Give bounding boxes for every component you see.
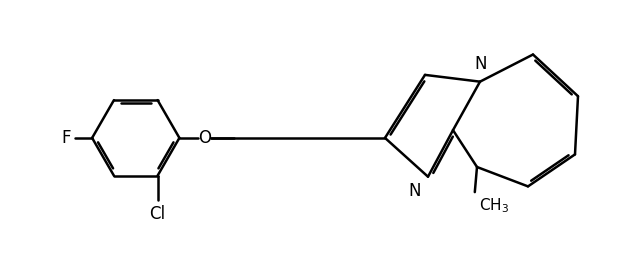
Text: CH$_3$: CH$_3$ — [479, 196, 509, 215]
Text: F: F — [61, 129, 71, 147]
Text: O: O — [198, 129, 211, 147]
Text: N: N — [409, 181, 421, 200]
Text: N: N — [475, 55, 487, 73]
Text: Cl: Cl — [150, 205, 166, 223]
